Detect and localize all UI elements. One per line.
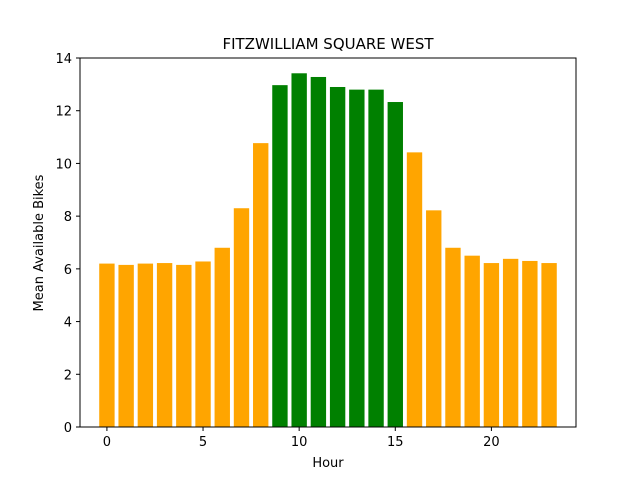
bar-hour-2	[137, 263, 154, 427]
bar-hour-12	[329, 86, 346, 427]
x-ticks-group: 0 5 10 15 20	[103, 427, 500, 450]
bar-hour-0	[99, 263, 115, 427]
bar-hour-3	[156, 263, 173, 427]
bar-hour-18	[445, 247, 461, 427]
x-tick-label: 20	[483, 435, 500, 450]
y-tick-label: 2	[64, 368, 72, 383]
bar-hour-16	[406, 152, 423, 427]
y-ticks-group: 0 2 4 6 8 10 12 14	[55, 52, 80, 436]
y-tick-label: 12	[55, 105, 72, 120]
bar-hour-7	[233, 208, 250, 427]
chart-title: FITZWILLIAM SQUARE WEST	[222, 35, 434, 53]
bar-hour-9	[272, 85, 288, 427]
bar-hour-17	[426, 210, 442, 427]
bar-hour-15	[387, 102, 403, 428]
plot-frame	[79, 57, 577, 428]
bar-hour-8	[253, 143, 269, 427]
bar-hour-1	[118, 264, 134, 427]
bar-hour-4	[176, 264, 192, 427]
y-tick-label: 4	[64, 316, 72, 331]
y-tick-label: 14	[55, 52, 72, 67]
bar-hour-13	[349, 89, 365, 427]
y-tick-label: 10	[55, 157, 72, 172]
bar-hour-21	[502, 258, 519, 427]
bar-hour-14	[368, 89, 384, 427]
y-tick-label: 8	[64, 210, 72, 225]
y-tick-label: 6	[64, 263, 72, 278]
bar-hour-11	[310, 76, 327, 427]
bars-group	[99, 73, 557, 428]
y-axis-label: Mean Available Bikes	[32, 174, 47, 311]
x-tick-label: 10	[291, 435, 308, 450]
bar-hour-19	[464, 255, 480, 427]
x-axis-label: Hour	[312, 456, 344, 471]
x-tick-label: 15	[387, 435, 404, 450]
bar-hour-22	[522, 260, 538, 427]
bar-hour-10	[291, 73, 307, 427]
y-tick-label: 0	[64, 421, 72, 436]
bar-hour-6	[214, 247, 230, 427]
x-tick-label: 5	[199, 435, 207, 450]
x-tick-label: 0	[103, 435, 111, 450]
bar-hour-5	[195, 261, 211, 427]
bar-hour-23	[541, 263, 557, 427]
bar-hour-20	[483, 263, 500, 427]
